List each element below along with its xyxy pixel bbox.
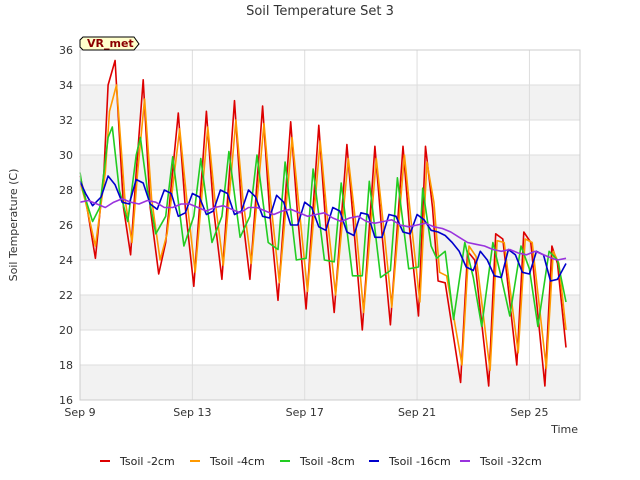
badge-label: VR_met: [87, 37, 134, 50]
grid-band: [80, 295, 580, 330]
y-tick-label: 36: [59, 44, 73, 57]
x-axis-label: Time: [550, 423, 578, 436]
series-line-tsoil-8cm: [79, 126, 567, 328]
y-tick-label: 34: [59, 79, 73, 92]
legend-label: Tsoil -8cm: [299, 455, 355, 468]
legend-label: Tsoil -4cm: [209, 455, 265, 468]
x-tick-label: Sep 25: [510, 406, 548, 419]
y-tick-label: 32: [59, 114, 73, 127]
x-tick-label: Sep 21: [398, 406, 436, 419]
y-tick-label: 30: [59, 149, 73, 162]
y-tick-label: 28: [59, 184, 73, 197]
grid-band: [80, 85, 580, 120]
y-axis-label: Soil Temperature (C): [7, 169, 20, 282]
series-line-tsoil-4cm: [79, 84, 567, 372]
vr-met-badge: VR_met: [79, 36, 140, 51]
legend-label: Tsoil -16cm: [388, 455, 451, 468]
x-tick-label: Sep 13: [173, 406, 211, 419]
series-line-tsoil-32cm: [79, 198, 567, 261]
x-tick-label: Sep 9: [64, 406, 95, 419]
series-layer: [79, 59, 567, 387]
series-line-tsoil-16cm: [79, 175, 567, 282]
y-tick-labels: 16 18 20 22 24 26 28 30 32 34 36: [59, 44, 73, 407]
y-tick-label: 18: [59, 359, 73, 372]
grid-band: [80, 365, 580, 400]
legend-label: Tsoil -32cm: [479, 455, 542, 468]
y-tick-label: 24: [59, 254, 73, 267]
y-tick-label: 26: [59, 219, 73, 232]
x-tick-labels: Sep 9 Sep 13 Sep 17 Sep 21 Sep 25: [64, 406, 548, 419]
legend: Tsoil -2cm Tsoil -4cm Tsoil -8cm Tsoil -16c…: [100, 455, 542, 468]
y-tick-label: 16: [59, 394, 73, 407]
y-tick-label: 22: [59, 289, 73, 302]
plot-frame: [79, 49, 581, 401]
chart-title: Soil Temperature Set 3: [246, 4, 394, 19]
legend-label: Tsoil -2cm: [119, 455, 175, 468]
grid-band: [80, 155, 580, 190]
y-tick-label: 20: [59, 324, 73, 337]
x-tick-label: Sep 17: [286, 406, 324, 419]
